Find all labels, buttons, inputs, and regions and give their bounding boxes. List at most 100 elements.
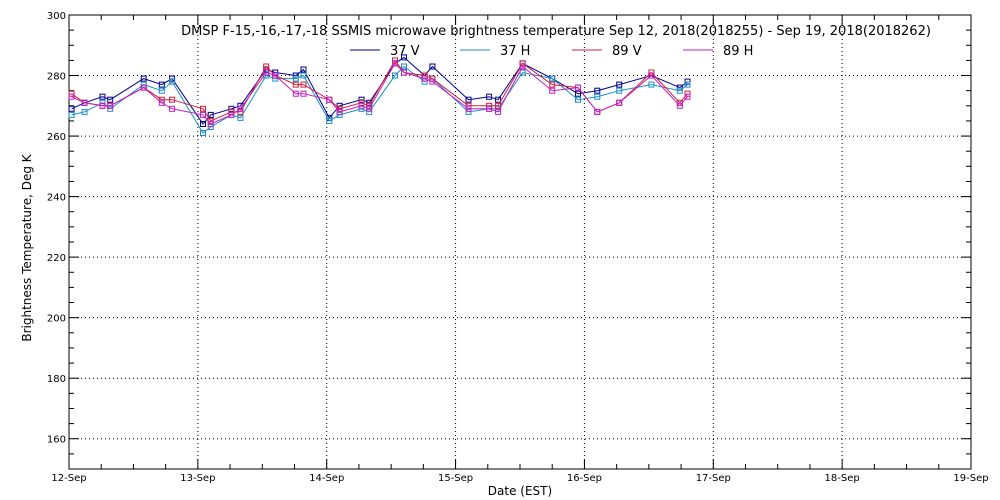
data-point — [465, 105, 472, 112]
data-point — [676, 87, 683, 94]
data-point — [292, 81, 299, 88]
y-tick-label: 180 — [47, 374, 66, 385]
y-tick-label: 280 — [47, 72, 66, 83]
legend: 37 V 37 H 89 V 89 H — [350, 44, 753, 59]
data-point — [300, 66, 307, 73]
x-tick-label: 15-Sep — [438, 473, 473, 484]
data-point — [594, 108, 601, 115]
data-point — [401, 69, 407, 76]
legend-item: 37 V — [350, 44, 420, 59]
data-point — [81, 108, 88, 115]
data-point — [648, 72, 655, 79]
series-line — [71, 62, 688, 125]
data-point — [200, 121, 206, 127]
data-point — [366, 105, 373, 112]
data-point — [158, 99, 165, 106]
data-point — [326, 96, 333, 103]
data-point — [107, 96, 114, 103]
data-point — [263, 63, 270, 70]
data-point — [594, 93, 601, 100]
x-tick-label: 18-Sep — [825, 473, 860, 484]
data-point — [107, 102, 114, 109]
data-point — [366, 108, 373, 115]
axis-layer: 160 180 200 220 240 260 280 300 12-Sep 13-Sep 14-S… — [47, 11, 989, 484]
data-point — [465, 108, 472, 115]
x-axis-label: Date (EST) — [488, 484, 552, 498]
data-point — [200, 130, 206, 136]
data-point — [616, 81, 623, 88]
data-point — [519, 69, 526, 76]
data-point — [169, 78, 176, 85]
data-point — [68, 111, 75, 118]
data-point — [684, 81, 691, 88]
series-layer — [68, 54, 691, 136]
data-point — [549, 81, 556, 88]
data-point — [99, 93, 106, 100]
data-point — [169, 105, 176, 112]
data-point — [207, 121, 214, 127]
y-tick-label: 260 — [47, 132, 66, 143]
data-point — [207, 111, 214, 118]
y-tick-label: 200 — [47, 314, 66, 325]
legend-label: 37 V — [390, 44, 420, 59]
data-point — [68, 93, 75, 100]
data-point — [228, 105, 235, 112]
data-point — [519, 63, 526, 70]
data-point — [486, 105, 493, 112]
data-point — [429, 63, 436, 70]
data-point — [495, 108, 502, 115]
data-point — [68, 105, 75, 112]
data-point — [140, 75, 147, 82]
data-point — [549, 75, 556, 82]
x-tick-label: 16-Sep — [567, 473, 602, 484]
data-point — [421, 75, 428, 82]
legend-item: 89 V — [572, 44, 642, 59]
legend-label: 89 H — [723, 44, 753, 59]
data-point — [401, 54, 407, 61]
data-point — [684, 93, 691, 100]
data-point — [358, 96, 365, 103]
data-point — [158, 87, 165, 94]
data-point — [616, 99, 623, 106]
data-point — [169, 96, 176, 103]
data-point — [99, 102, 106, 109]
chart-title: DMSP F-15,-16,-17,-18 SSMIS microwave br… — [181, 24, 931, 39]
y-tick-label: 240 — [47, 193, 66, 204]
series-89-h — [68, 60, 691, 127]
data-point — [292, 90, 299, 97]
data-point — [158, 81, 165, 88]
data-point — [237, 114, 244, 121]
data-point — [495, 102, 502, 109]
legend-item: 37 H — [460, 44, 530, 59]
data-point — [549, 87, 556, 94]
data-point — [263, 69, 270, 76]
x-tick-label: 13-Sep — [180, 473, 215, 484]
data-point — [326, 117, 333, 124]
data-point — [392, 72, 398, 79]
x-tick-label: 14-Sep — [309, 473, 344, 484]
legend-item: 89 H — [683, 44, 753, 59]
data-point — [292, 75, 299, 82]
data-point — [616, 87, 623, 94]
data-point — [486, 93, 493, 100]
data-point — [237, 105, 244, 112]
data-point — [575, 96, 581, 103]
y-tick-label: 220 — [47, 253, 66, 264]
data-point — [421, 72, 428, 79]
legend-label: 89 V — [612, 44, 642, 59]
legend-label: 37 H — [500, 44, 530, 59]
x-tick-label: 19-Sep — [953, 473, 988, 484]
data-point — [575, 90, 581, 97]
data-point — [300, 81, 307, 88]
data-point — [594, 87, 601, 94]
data-point — [200, 111, 206, 118]
x-tick-label: 17-Sep — [696, 473, 731, 484]
data-point — [300, 72, 307, 79]
data-point — [575, 84, 581, 91]
data-point — [200, 105, 206, 112]
y-tick-label: 300 — [47, 11, 66, 22]
data-point — [648, 81, 655, 88]
data-point — [336, 108, 343, 115]
